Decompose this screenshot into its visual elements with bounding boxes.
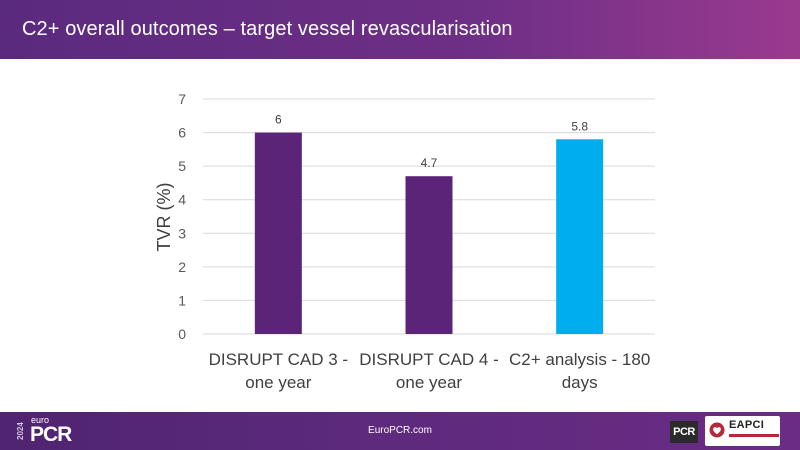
x-category-label: DISRUPT CAD 3 - — [209, 350, 349, 369]
bar — [405, 176, 453, 334]
heart-icon — [709, 422, 725, 438]
bar — [254, 132, 302, 334]
bar-chart-svg: 0 1 2 3 4 5 6 7 TVR (%) 6 DISRUPT CAD 3 - one year 4… — [154, 91, 655, 392]
slide-title: C2+ overall outcomes – target vessel rev… — [22, 18, 513, 40]
x-category-label: days — [562, 373, 598, 392]
footer-url[interactable]: EuroPCR.com — [368, 425, 432, 436]
bar — [556, 139, 604, 334]
y-tick-label: 4 — [178, 192, 186, 208]
slide-footer: 2024 euro PCR EuroPCR.com PCR EAPCI — [0, 412, 800, 450]
data-label: 4.7 — [421, 156, 438, 170]
y-tick-label: 2 — [178, 259, 186, 275]
x-category-label: one year — [245, 373, 311, 392]
bar-chart: 0 1 2 3 4 5 6 7 TVR (%) 6 DISRUPT CAD 3 - one year 4… — [0, 59, 800, 412]
europcr-logo-pcr: PCR — [30, 423, 72, 446]
x-category-label: DISRUPT CAD 4 - — [359, 350, 499, 369]
eapci-logo: EAPCI — [705, 416, 780, 446]
y-tick-label: 3 — [178, 225, 186, 241]
europcr-logo-euro: euro — [31, 415, 50, 425]
slide-header: C2+ overall outcomes – target vessel rev… — [0, 0, 800, 59]
eapci-underline — [729, 434, 779, 437]
data-label: 6 — [275, 113, 282, 127]
y-tick-label: 7 — [178, 91, 186, 107]
x-category-label: C2+ analysis - 180 — [509, 350, 650, 369]
y-axis-label: TVR (%) — [154, 183, 174, 252]
eapci-label: EAPCI — [729, 419, 765, 431]
y-tick-label: 0 — [178, 326, 186, 342]
y-tick-label: 6 — [178, 125, 186, 141]
x-category-label: one year — [396, 373, 462, 392]
y-tick-label: 5 — [178, 158, 186, 174]
data-label: 5.8 — [571, 119, 588, 133]
y-tick-label: 1 — [178, 292, 186, 308]
pcr-logo: PCR — [670, 421, 698, 443]
